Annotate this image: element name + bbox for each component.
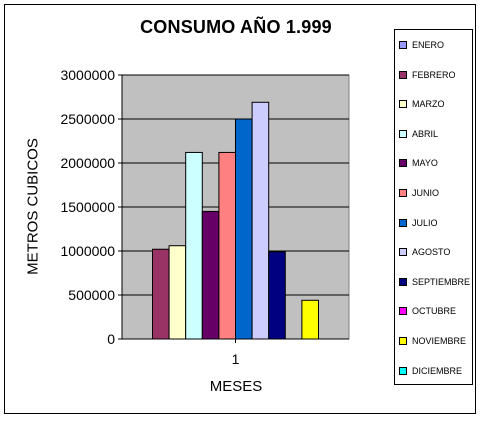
- bar-julio: [235, 118, 253, 340]
- legend-label: AGOSTO: [412, 247, 451, 258]
- legend-label: ABRIL: [412, 128, 439, 139]
- legend-label: DICIEMBRE: [412, 365, 463, 376]
- legend-swatch: [399, 100, 407, 109]
- legend-label: OCTUBRE: [412, 306, 457, 317]
- legend-swatch: [399, 307, 407, 316]
- x-axis-label: MESES: [209, 378, 263, 395]
- bar-septiembre: [268, 251, 286, 340]
- chart-title: CONSUMO AÑO 1.999: [140, 17, 332, 37]
- bar-febrero: [152, 248, 170, 340]
- bar-marzo: [168, 245, 187, 340]
- y-tick-label: 1000000: [60, 243, 115, 259]
- legend-swatch: [399, 248, 407, 257]
- bar-noviembre: [301, 299, 319, 340]
- bar-junio: [218, 151, 236, 340]
- legend-item-abril: ABRIL: [399, 127, 438, 141]
- legend-item-noviembre: NOVIEMBRE: [399, 334, 466, 348]
- legend-label: SEPTIEMBRE: [412, 276, 471, 287]
- legend-item-enero: ENERO: [399, 38, 444, 52]
- legend-label: MAYO: [412, 158, 438, 169]
- legend-swatch: [399, 337, 407, 345]
- y-tick-label: 2500000: [60, 111, 115, 127]
- y-tick-label: 1500000: [60, 199, 115, 215]
- legend-swatch: [399, 189, 407, 197]
- y-tick-label: 0: [107, 331, 115, 347]
- legend-swatch: [399, 218, 407, 227]
- legend-item-julio: JULIO: [399, 216, 438, 230]
- legend-label: NOVIEMBRE: [412, 336, 467, 346]
- y-tick-label: 3000000: [60, 67, 115, 83]
- legend-swatch: [399, 129, 407, 138]
- legend-swatch: [399, 70, 407, 79]
- bar-agosto: [251, 101, 270, 340]
- legend-label: FEBRERO: [412, 69, 456, 80]
- legend-label: MARZO: [412, 99, 445, 110]
- x-tick-label: 1: [232, 351, 240, 367]
- legend-swatch: [399, 366, 407, 375]
- legend-swatch: [399, 159, 407, 168]
- legend-label: ENERO: [412, 40, 445, 50]
- legend-item-octubre: OCTUBRE: [399, 304, 456, 318]
- legend-item-marzo: MARZO: [399, 97, 445, 111]
- y-tick-label: 500000: [68, 287, 115, 303]
- legend-item-junio: JUNIO: [399, 186, 439, 200]
- legend-label: JULIO: [412, 217, 438, 228]
- legend-swatch: [399, 277, 407, 286]
- bar-abril: [185, 151, 203, 340]
- legend-label: JUNIO: [412, 188, 439, 198]
- legend-item-diciembre: DICIEMBRE: [399, 364, 462, 378]
- legend: ENERO FEBRERO MARZO ABRIL MAYO JUNIO JULIO AGOS…: [394, 29, 473, 385]
- bar-mayo: [201, 210, 220, 340]
- y-tick-label: 2000000: [60, 155, 115, 171]
- legend-item-septiembre: SEPTIEMBRE: [399, 275, 470, 289]
- legend-item-febrero: FEBRERO: [399, 68, 456, 82]
- legend-swatch: [399, 41, 407, 49]
- legend-item-mayo: MAYO: [399, 156, 438, 170]
- legend-item-agosto: AGOSTO: [399, 245, 450, 259]
